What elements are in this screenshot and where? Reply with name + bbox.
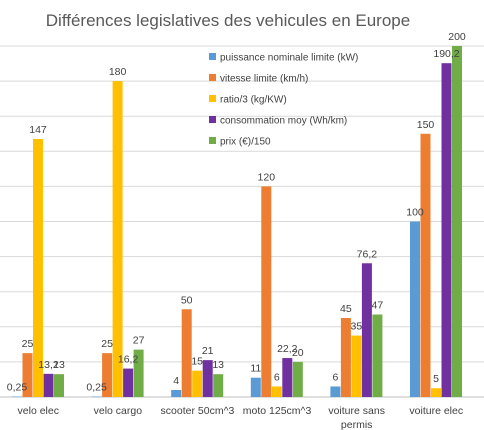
bar-moto-125cm-3-1 bbox=[250, 377, 261, 397]
legend-swatch bbox=[209, 74, 216, 81]
data-label: 25 bbox=[22, 338, 34, 350]
data-label: 47 bbox=[372, 300, 384, 312]
data-label: 16,2 bbox=[118, 354, 139, 366]
chart-title: Différences legislatives des vehicules e… bbox=[46, 11, 410, 30]
data-label: 22,2 bbox=[277, 343, 298, 355]
legend-swatch bbox=[209, 53, 216, 60]
bar-moto-125cm-3-3 bbox=[271, 386, 282, 397]
bar-moto-125cm-3-5 bbox=[292, 361, 303, 397]
bar-voiture-elec-1 bbox=[410, 221, 420, 397]
data-label: 6 bbox=[332, 371, 338, 383]
bars bbox=[12, 46, 462, 398]
data-label: 150 bbox=[417, 119, 435, 131]
legend-label: vitesse limite (km/h) bbox=[220, 74, 308, 85]
bar-moto-125cm-3-2 bbox=[261, 186, 272, 397]
bar-voiture-sans-permis-3 bbox=[351, 335, 362, 397]
x-tick-label: velo cargo bbox=[94, 405, 143, 417]
bar-velo-elec-5 bbox=[54, 374, 64, 397]
data-label: 50 bbox=[181, 294, 193, 306]
bar-velo-cargo-4 bbox=[123, 368, 134, 397]
data-label: 21 bbox=[202, 345, 214, 357]
bar-scooter-50cm-3-2 bbox=[181, 309, 192, 397]
data-label: 20 bbox=[292, 347, 304, 359]
data-label: 0,25 bbox=[86, 382, 107, 394]
bar-scooter-50cm-3-5 bbox=[213, 374, 224, 397]
data-label: 120 bbox=[258, 171, 276, 183]
data-label: 25 bbox=[101, 338, 113, 350]
bar-velo-elec-4 bbox=[43, 373, 54, 397]
bar-velo-cargo-1 bbox=[91, 396, 102, 398]
bar-voiture-sans-permis-1 bbox=[330, 386, 341, 397]
data-label: 11 bbox=[250, 363, 261, 375]
data-label: 15 bbox=[191, 356, 203, 368]
legend-swatch bbox=[209, 95, 216, 102]
data-label: 100 bbox=[406, 207, 424, 219]
bar-voiture-sans-permis-2 bbox=[340, 318, 351, 397]
bar-velo-cargo-5 bbox=[133, 349, 144, 397]
data-label: 0,25 bbox=[7, 382, 28, 394]
data-label: 45 bbox=[340, 303, 352, 315]
bar-moto-125cm-3-4 bbox=[282, 358, 293, 397]
data-label: 27 bbox=[133, 335, 145, 347]
data-label: 180 bbox=[109, 66, 127, 78]
legend-swatch bbox=[209, 137, 216, 144]
bar-velo-elec-2 bbox=[22, 353, 33, 397]
legend-label: consommation moy (Wh/km) bbox=[220, 116, 347, 127]
legend-swatch bbox=[209, 116, 216, 123]
bar-velo-elec-1 bbox=[12, 396, 22, 398]
data-label: 4 bbox=[173, 375, 179, 387]
x-axis-tick-labels: velo elec velo cargo scooter 50cm^3 moto 12… bbox=[18, 405, 464, 430]
data-label: 6 bbox=[274, 371, 280, 383]
x-tick-label: scooter 50cm^3 bbox=[161, 405, 235, 417]
data-label: 5 bbox=[433, 373, 439, 385]
bar-voiture-elec-5 bbox=[452, 46, 462, 397]
data-label: 35 bbox=[351, 321, 363, 333]
bar-scooter-50cm-3-1 bbox=[171, 389, 182, 397]
data-label: 147 bbox=[29, 124, 47, 136]
x-tick-label: moto 125cm^3 bbox=[243, 405, 312, 417]
bar-voiture-elec-3 bbox=[431, 388, 441, 397]
data-label: 13,2 bbox=[38, 359, 59, 371]
data-label: 13 bbox=[212, 359, 224, 371]
legend-label: puissance nominale limite (kW) bbox=[220, 53, 358, 64]
data-label: 190,2 bbox=[433, 48, 459, 60]
bar-scooter-50cm-3-3 bbox=[192, 370, 203, 397]
bar-voiture-elec-4 bbox=[441, 63, 452, 397]
bar-velo-cargo-2 bbox=[102, 353, 113, 397]
legend-label: ratio/3 (kg/KW) bbox=[220, 95, 287, 106]
grid bbox=[0, 45, 484, 398]
bar-scooter-50cm-3-4 bbox=[202, 360, 213, 397]
x-tick-label: voiture sans permis bbox=[328, 405, 385, 430]
legend-label: prix (€)/150 bbox=[220, 137, 271, 148]
x-tick-label: velo elec bbox=[18, 405, 59, 417]
bar-velo-cargo-3 bbox=[112, 81, 123, 397]
bar-voiture-sans-permis-5 bbox=[372, 314, 383, 397]
legend: puissance nominale limite (kW) vitesse li… bbox=[209, 53, 358, 148]
x-tick-label: voiture elec bbox=[409, 405, 463, 417]
data-label: 76,2 bbox=[357, 248, 378, 260]
bar-voiture-elec-2 bbox=[420, 133, 431, 397]
bar-velo-elec-3 bbox=[33, 139, 43, 397]
data-label: 13 bbox=[53, 359, 65, 371]
bar-voiture-sans-permis-4 bbox=[361, 263, 372, 397]
data-label: 200 bbox=[448, 31, 466, 43]
